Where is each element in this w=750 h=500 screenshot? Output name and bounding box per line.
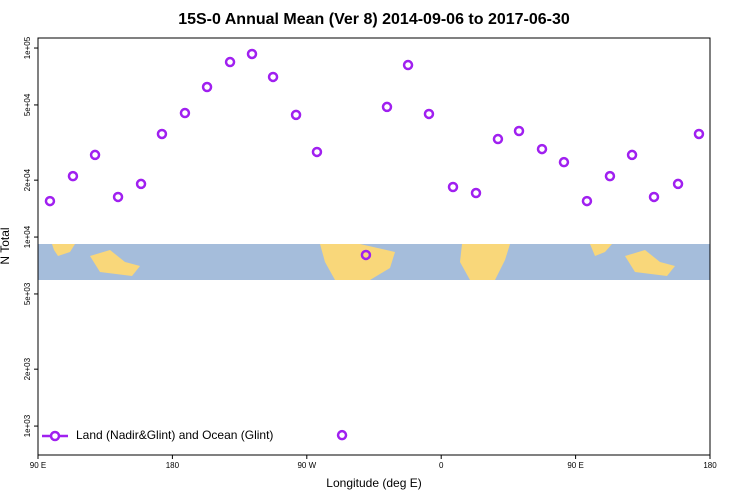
point [581, 195, 593, 207]
point [290, 109, 302, 121]
point [536, 143, 548, 155]
x-tick-label: 180 [166, 461, 180, 470]
y-tick-label: 5e+04 [23, 93, 32, 116]
x-tick-label: 180 [703, 461, 717, 470]
y-tick-label: 1e+03 [23, 414, 32, 437]
point [267, 71, 279, 83]
legend-label: Land (Nadir&Glint) and Ocean (Glint) [76, 428, 273, 442]
y-axis-label: N Total [0, 227, 12, 264]
y-tick-label: 1e+04 [23, 225, 32, 248]
point [67, 170, 79, 182]
point [360, 249, 372, 261]
point [135, 178, 147, 190]
point [492, 133, 504, 145]
x-tick-label: 0 [439, 461, 444, 470]
plot-frame [37, 37, 711, 456]
point [179, 107, 191, 119]
y-tick-label: 5e+03 [23, 282, 32, 305]
point [112, 191, 124, 203]
point [246, 48, 258, 60]
x-tick-label: 90 E [567, 461, 583, 470]
y-tick-label: 1e+05 [23, 36, 32, 59]
point [156, 128, 168, 140]
point [44, 195, 56, 207]
point [470, 187, 482, 199]
point [447, 181, 459, 193]
point [604, 170, 616, 182]
legend-marker [49, 430, 61, 442]
x-tick-label: 90 E [30, 461, 46, 470]
point [648, 191, 660, 203]
y-tick-label: 2e+03 [23, 357, 32, 380]
point [336, 429, 348, 441]
point [558, 156, 570, 168]
point [224, 56, 236, 68]
chart-title: 15S-0 Annual Mean (Ver 8) 2014-09-06 to … [178, 11, 570, 28]
x-tick-label: 90 W [297, 461, 316, 470]
point [201, 81, 213, 93]
point [423, 108, 435, 120]
point [513, 125, 525, 137]
point [693, 128, 705, 140]
point [402, 59, 414, 71]
point [381, 101, 393, 113]
x-axis-label: Longitude (deg E) [326, 476, 421, 490]
point [626, 149, 638, 161]
point [89, 149, 101, 161]
map-strip [38, 244, 710, 280]
point [672, 178, 684, 190]
point [311, 146, 323, 158]
y-tick-label: 2e+04 [23, 168, 32, 191]
